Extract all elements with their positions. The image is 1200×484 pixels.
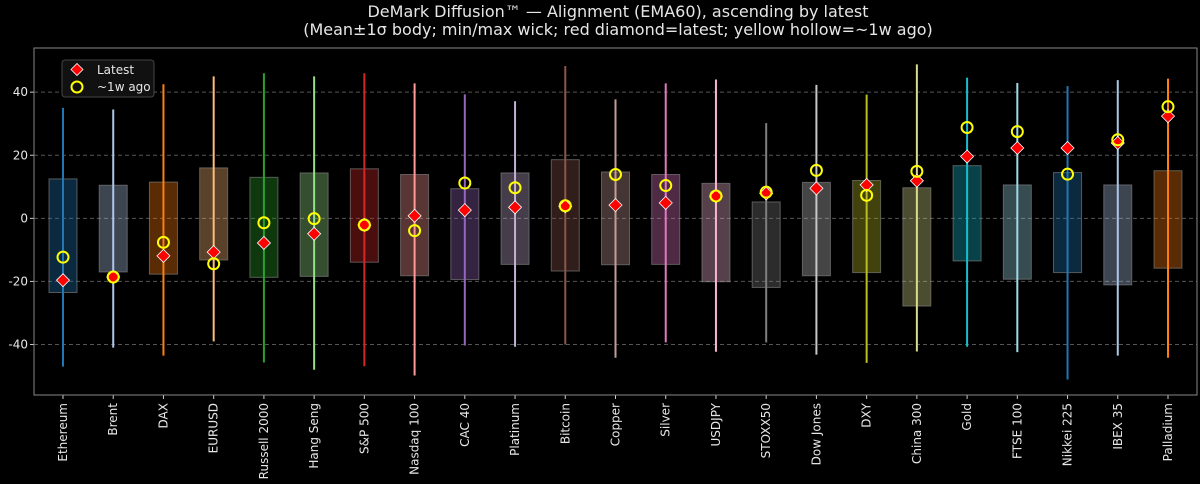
marks — [48, 64, 1183, 380]
latest-diamond-14 — [759, 186, 774, 201]
latest-diamond-16 — [859, 177, 874, 192]
latest-diamond-18 — [960, 149, 975, 164]
latest-diamond-8 — [457, 203, 472, 218]
y-tick-label: -40 — [8, 338, 28, 352]
week-ago-circle-22 — [1161, 100, 1175, 114]
week-ago-circle-16 — [860, 188, 874, 202]
x-tick-label: DAX — [156, 403, 170, 428]
latest-diamond-17 — [909, 173, 924, 188]
latest-diamond-4 — [256, 235, 271, 251]
week-ago-circle-21 — [1111, 133, 1125, 147]
latest-diamond-19 — [1010, 140, 1025, 156]
latest-diamond-2 — [156, 248, 171, 263]
x-tick-label: China 300 — [910, 403, 924, 464]
x-tick-label: USDJPY — [709, 402, 723, 446]
x-tick-label: IBEX 35 — [1111, 403, 1125, 450]
x-tick-label: Dow Jones — [809, 403, 823, 465]
y-tick-label: 20 — [13, 148, 28, 162]
latest-diamond-5 — [307, 226, 322, 241]
x-tick-label: Palladium — [1161, 403, 1175, 461]
y-tick-label: -20 — [8, 274, 28, 288]
week-ago-circle-0 — [56, 250, 70, 264]
x-axis: Ethereum Brent DAX EURUSD Russell 2000 Hang S… — [56, 395, 1175, 479]
y-tick-label: 40 — [13, 85, 28, 99]
legend-label-latest: Latest — [97, 63, 134, 77]
week-ago-circle-6 — [357, 218, 371, 232]
legend: Latest ~1w ago — [61, 59, 155, 98]
week-ago-circle-12 — [659, 179, 673, 193]
week-ago-circle-19 — [1010, 125, 1024, 139]
week-ago-circle-15 — [809, 163, 823, 177]
latest-diamond-9 — [507, 200, 523, 215]
chart-subtitle: (Mean±1σ body; min/max wick; red diamond… — [303, 20, 933, 39]
legend-label-week-ago: ~1w ago — [97, 80, 151, 94]
latest-diamond-7 — [407, 208, 422, 223]
latest-diamond-15 — [809, 181, 824, 196]
y-axis: -40 -20 0 20 40 — [8, 85, 34, 352]
x-tick-label: Hang Seng — [307, 403, 321, 469]
latest-diamond-0 — [55, 273, 71, 288]
x-tick-label: FTSE 100 — [1010, 403, 1024, 459]
week-ago-circle-2 — [156, 235, 170, 249]
x-tick-label: S&P 500 — [357, 403, 371, 454]
x-tick-label: Nikkei 225 — [1061, 403, 1075, 466]
week-ago-circle-18 — [960, 120, 974, 134]
week-ago-circle-20 — [1061, 167, 1075, 181]
legend-diamond-icon — [70, 62, 84, 77]
week-ago-circle-8 — [458, 176, 472, 190]
y-tick-label: 0 — [20, 211, 28, 225]
legend-box — [61, 59, 155, 98]
x-tick-label: Russell 2000 — [257, 403, 271, 479]
plot-frame — [33, 47, 1198, 396]
x-tick-label: DXY — [860, 402, 874, 427]
x-tick-label: Bitcoin — [558, 403, 572, 444]
week-ago-circle-14 — [759, 185, 773, 199]
x-tick-label: STOXX50 — [759, 403, 773, 458]
x-tick-label: CAC 40 — [458, 403, 472, 447]
week-ago-circle-17 — [910, 164, 924, 178]
latest-diamond-22 — [1160, 109, 1176, 124]
week-ago-circle-9 — [508, 181, 522, 195]
x-tick-label: Nasdaq 100 — [408, 403, 422, 475]
x-tick-label: Brent — [106, 403, 120, 436]
week-ago-circle-10 — [558, 199, 572, 213]
latest-diamond-12 — [658, 195, 673, 210]
x-tick-label: Gold — [960, 403, 974, 431]
week-ago-circle-11 — [609, 167, 622, 181]
latest-diamond-11 — [608, 198, 623, 213]
x-tick-label: Ethereum — [56, 403, 70, 462]
x-tick-label: EURUSD — [207, 403, 221, 453]
chart-title: DeMark Diffusion™ — Alignment (EMA60), a… — [367, 2, 868, 21]
week-ago-circle-1 — [106, 270, 120, 284]
latest-diamond-21 — [1110, 135, 1125, 151]
x-tick-label: Copper — [609, 403, 623, 446]
week-ago-circle-3 — [207, 257, 221, 271]
week-ago-circle-13 — [709, 189, 723, 203]
x-tick-label: Silver — [659, 403, 673, 437]
week-ago-circle-4 — [257, 216, 271, 230]
latest-diamond-20 — [1060, 140, 1075, 156]
week-ago-circle-7 — [408, 224, 422, 238]
x-tick-label: Platinum — [508, 403, 522, 456]
week-ago-circle-5 — [307, 212, 321, 226]
legend-circle-icon — [70, 80, 84, 94]
